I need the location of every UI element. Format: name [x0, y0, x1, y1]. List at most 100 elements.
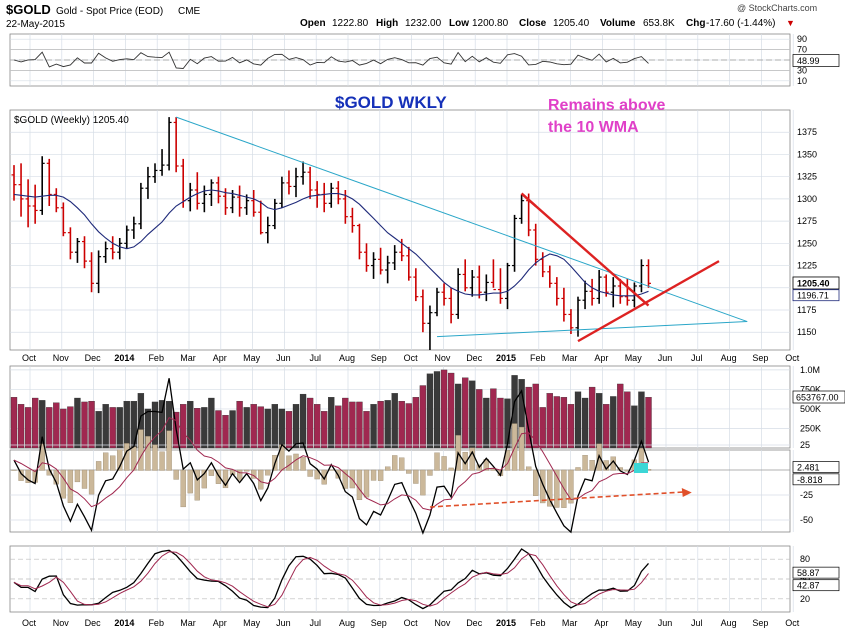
stoch-value-1: 58.87 — [797, 568, 820, 578]
volume-bar — [67, 406, 74, 449]
x-tick-label: Dec — [85, 353, 102, 363]
macd-histogram-bar — [427, 469, 433, 476]
price-bar — [18, 163, 24, 217]
volume-bar — [384, 400, 391, 449]
main-title: $GOLD WKLY — [335, 93, 447, 112]
price-bar — [53, 188, 59, 213]
price-tick-label: 1300 — [797, 194, 817, 204]
price-bar — [378, 247, 384, 275]
volume-bar — [610, 396, 617, 449]
stoch-d-line — [13, 551, 649, 608]
macd-histogram-bar — [124, 443, 130, 471]
price-bar — [561, 287, 567, 322]
volume-panel: 1.0M 750K 500K 250K 653767.00 — [10, 365, 845, 449]
x-tick-label: Mar — [562, 618, 578, 628]
volume-bar — [236, 400, 243, 449]
volume-bar — [229, 410, 236, 449]
price-bar — [356, 223, 362, 260]
price-bar — [46, 158, 52, 206]
macd-histogram-bar — [265, 469, 271, 476]
volume-bar — [574, 391, 582, 449]
chg-down-arrow-icon: ▼ — [786, 18, 795, 28]
price-bar — [237, 185, 243, 217]
rsi-tick-label: 30 — [797, 65, 807, 75]
x-tick-label: Mar — [562, 353, 578, 363]
stoch-tick-label: 20 — [800, 594, 810, 604]
price-bar — [448, 287, 454, 324]
volume-bar — [32, 397, 39, 449]
macd-histogram-bar — [293, 453, 299, 471]
volume-bar — [187, 400, 194, 449]
rsi-value-box — [792, 54, 840, 67]
volume-bar — [264, 408, 271, 449]
macd-histogram-bar — [152, 444, 158, 471]
x-tick-label: Nov — [434, 353, 451, 363]
x-tick-label: Feb — [530, 353, 546, 363]
macd-value-2: -8.818 — [797, 475, 823, 485]
x-tick-label: Jun — [276, 618, 291, 628]
x-tick-label: May — [243, 618, 261, 628]
volume-bar — [194, 408, 201, 449]
price-bar — [427, 305, 433, 350]
price-bar — [131, 216, 137, 239]
macd-histogram-bar — [60, 469, 66, 499]
price-bar — [554, 277, 560, 306]
volume-bar — [624, 391, 631, 449]
macd-histogram-bar — [392, 455, 398, 471]
price-bar — [497, 268, 503, 304]
volume-bar — [483, 397, 490, 449]
x-tick-label: Sep — [752, 353, 768, 363]
price-bar — [117, 238, 123, 260]
macd-value-1: 2.481 — [797, 463, 820, 473]
price-bar — [335, 181, 341, 205]
price-bar — [638, 259, 644, 293]
x-tick-label: Jun — [276, 353, 291, 363]
price-bar — [74, 238, 80, 263]
volume-bar — [356, 401, 363, 449]
price-bar — [505, 262, 510, 310]
volume-bar — [17, 404, 25, 449]
price-bar — [286, 170, 292, 195]
price-tick-label: 1325 — [797, 172, 817, 182]
price-tick-label: 1275 — [797, 216, 817, 226]
triangle-lower-line — [577, 260, 720, 343]
volume-bar — [433, 371, 441, 449]
macd-histogram-bar — [110, 455, 116, 471]
high-label: High — [376, 18, 398, 29]
rsi-panel: 907050301048.99 — [10, 34, 840, 86]
symbol-label: $GOLD — [6, 2, 51, 17]
macd-histogram-bar — [356, 469, 363, 501]
price-bar — [469, 270, 475, 297]
x-tick-label: Sep — [752, 618, 768, 628]
price-bar — [279, 176, 285, 208]
volume-bar — [88, 400, 95, 449]
macd-histogram-bar — [384, 466, 391, 471]
price-bar — [434, 287, 440, 317]
date-label: 22-May-2015 — [6, 19, 65, 30]
stoch-value-box — [792, 579, 840, 592]
x-tick-label: Apr — [594, 353, 608, 363]
volume-bar — [412, 397, 420, 449]
macd-histogram-bar — [335, 469, 341, 479]
open-value: 1222.80 — [332, 18, 369, 29]
macd-histogram-bar — [11, 469, 17, 471]
x-tick-label: Apr — [594, 618, 608, 628]
price-bar — [89, 252, 95, 293]
price-tick-label: 1175 — [797, 305, 816, 315]
macd-histogram-bar — [243, 469, 250, 472]
macd-value-box — [792, 461, 840, 473]
price-bar — [582, 280, 588, 310]
price-bar — [272, 198, 278, 230]
macd-histogram-bar — [300, 457, 306, 471]
price-bar — [145, 166, 151, 199]
volume-bar — [222, 415, 229, 449]
macd-tick-label: 25 — [800, 440, 810, 450]
volume-bar — [440, 369, 448, 449]
low-label: Low — [449, 18, 469, 29]
price-bar — [244, 194, 250, 215]
stoch-value-2: 42.87 — [797, 581, 820, 591]
price-bar — [631, 282, 637, 308]
triangle-apex — [520, 192, 537, 207]
macd-signal-line — [13, 416, 649, 511]
price-bar — [512, 214, 518, 272]
